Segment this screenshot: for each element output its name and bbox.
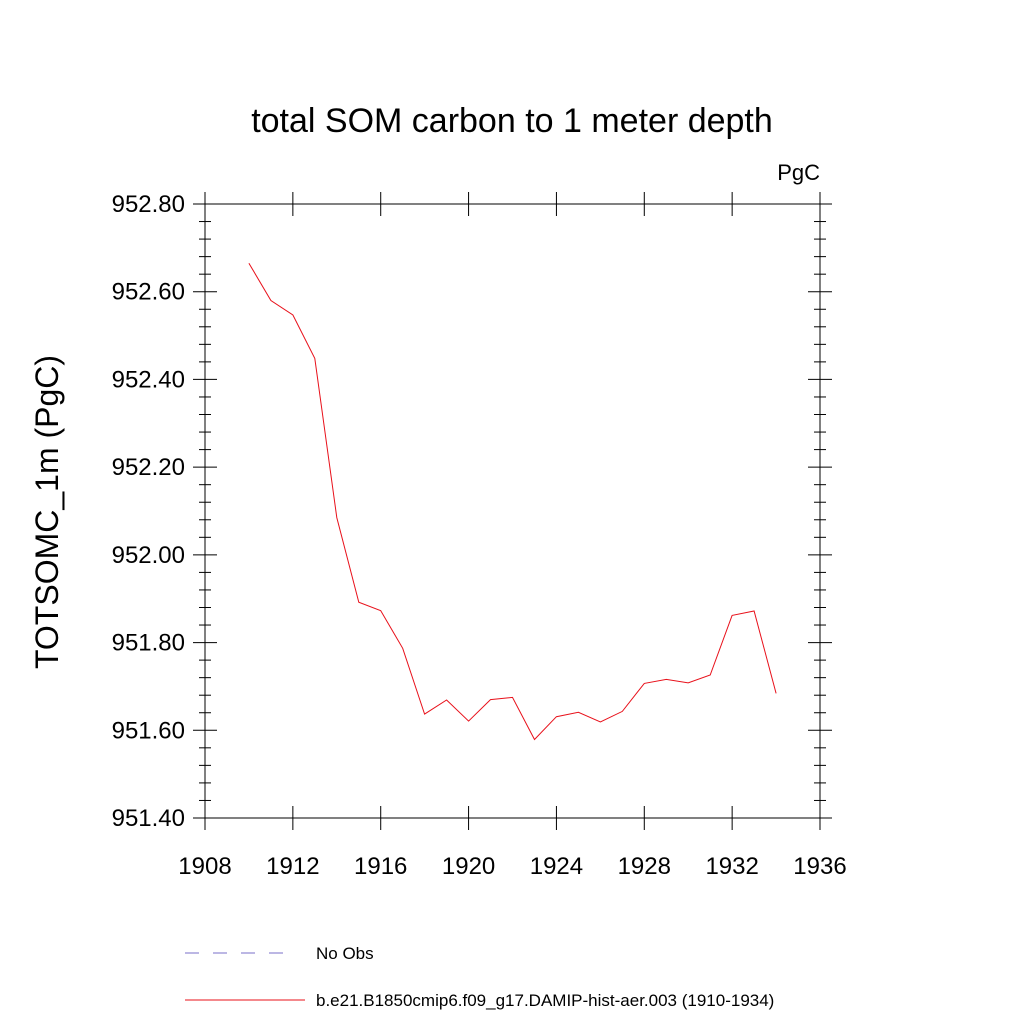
legend: No Obs b.e21.B1850cmip6.f09_g17.DAMIP-hi…: [185, 944, 774, 1010]
y-tick-label: 952.20: [112, 454, 185, 481]
x-tick-label: 1932: [705, 853, 758, 880]
x-tick-label: 1928: [618, 853, 671, 880]
legend-series-label: b.e21.B1850cmip6.f09_g17.DAMIP-hist-aer.…: [316, 991, 774, 1010]
units-label: PgC: [777, 160, 820, 185]
y-tick-label: 951.80: [112, 630, 185, 657]
y-tick-label: 952.40: [112, 366, 185, 393]
y-tick-label: 952.60: [112, 279, 185, 306]
x-tick-label: 1912: [266, 853, 319, 880]
y-tick-label: 952.80: [112, 191, 185, 218]
y-axis-title: TOTSOMC_1m (PgC): [29, 355, 65, 669]
legend-no-obs-label: No Obs: [316, 944, 374, 963]
series-line: [248, 262, 777, 741]
x-tick-label: 1908: [178, 853, 231, 880]
chart-title: total SOM carbon to 1 meter depth: [251, 102, 773, 140]
x-tick-label: 1924: [530, 853, 583, 880]
x-tick-labels: 1908 1912 1916 1920 1924 1928 1932 1936: [178, 853, 846, 880]
axis-ticks: [193, 192, 832, 830]
y-tick-label: 951.40: [112, 805, 185, 832]
y-tick-label: 951.60: [112, 717, 185, 744]
x-tick-label: 1920: [442, 853, 495, 880]
plot-frame: [204, 203, 821, 819]
x-tick-label: 1936: [793, 853, 846, 880]
y-tick-label: 952.00: [112, 542, 185, 569]
y-tick-labels: 951.40 951.60 951.80 952.00 952.20 952.40 952.…: [112, 191, 185, 832]
x-tick-label: 1916: [354, 853, 407, 880]
series-lines: [248, 262, 777, 741]
